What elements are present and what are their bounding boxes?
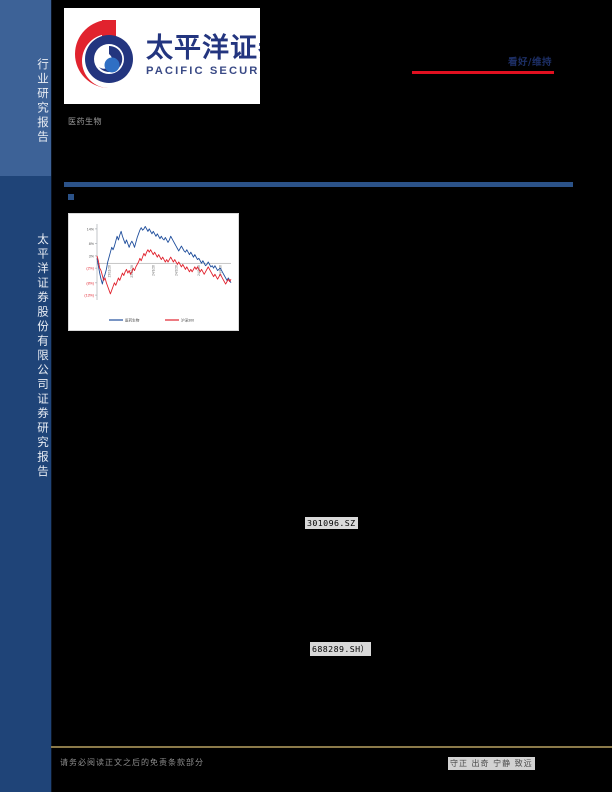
footer-separator	[51, 746, 612, 748]
industry-label: 医药生物	[68, 117, 102, 126]
svg-text:24/2/28: 24/2/28	[174, 265, 178, 276]
sidebar-band-bottom	[0, 176, 51, 792]
pacific-securities-logo-icon	[68, 16, 142, 96]
sidebar-label-company: 太平洋证券股份有限公司证券研究报告	[36, 232, 50, 480]
relative-performance-chart: 14% 8% 3% (2%) (8%) (13%) 23/11/28 23/12/28 24/1…	[68, 213, 239, 331]
sidebar-edge-line	[51, 0, 52, 792]
svg-text:24/1/28: 24/1/28	[152, 265, 156, 276]
rating-underline	[412, 71, 554, 74]
chart-svg: 14%8%3%(2%)(8%)(13%)23/11/28 23/12/28 24/1…	[84, 224, 232, 323]
svg-text:23/11/28: 23/11/28	[107, 265, 111, 277]
sidebar-band-top	[0, 0, 51, 176]
stock-code-chip-2: 688289.SH）	[310, 642, 372, 656]
svg-text:(13%): (13%)	[84, 294, 94, 298]
svg-text:(8%): (8%)	[86, 281, 94, 285]
svg-text:24/4/28: 24/4/28	[219, 265, 223, 276]
logo-chinese-name: 太平洋证券	[146, 32, 260, 64]
svg-text:3%: 3%	[89, 254, 95, 258]
footer-slogan: 守正 出奇 宁静 致远	[448, 757, 535, 770]
svg-text:(2%): (2%)	[86, 267, 94, 271]
svg-text:8%: 8%	[89, 242, 95, 246]
left-sidebar: 行业研究报告 太平洋证券股份有限公司证券研究报告	[0, 0, 51, 792]
header-separator	[64, 182, 573, 187]
svg-text:14%: 14%	[87, 228, 95, 232]
company-logo: 太平洋证券 PACIFIC SECURITIES	[64, 8, 260, 104]
svg-text:沪深300: 沪深300	[181, 318, 194, 323]
chart-canvas: 14% 8% 3% (2%) (8%) (13%) 23/11/28 23/12/28 24/1…	[75, 220, 234, 326]
logo-english-name: PACIFIC SECURITIES	[146, 64, 260, 77]
stock-code-chip-1: 301096.SZ	[305, 517, 358, 529]
rating-block: 看好/维持	[412, 54, 554, 74]
section-bullet-icon	[68, 194, 74, 200]
svg-text:医药生物: 医药生物	[125, 318, 140, 323]
sidebar-label-report-type: 行业研究报告	[36, 57, 50, 145]
footer-disclaimer: 请务必阅读正文之后的免责条款部分	[60, 758, 204, 767]
rating-value: 看好/维持	[508, 57, 552, 68]
logo-wordmark: 太平洋证券 PACIFIC SECURITIES	[146, 35, 260, 77]
